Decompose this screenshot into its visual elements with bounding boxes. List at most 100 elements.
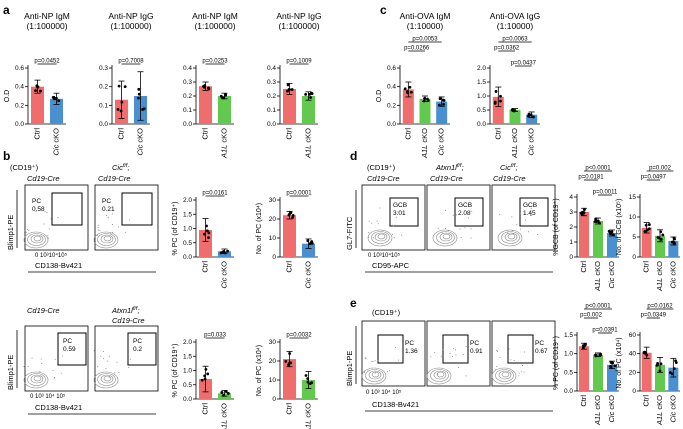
gate-box [442,334,469,364]
bar-ctrl [31,86,44,124]
event-dot [374,360,376,362]
flow-plot-e-3: PC 0.67 [491,320,556,387]
y-tick-label: 1.5 [183,353,192,360]
x-tick-label-gene: Ctrl [33,128,42,140]
p-value-label: p=0.0032 [286,333,312,339]
contour-ring [433,370,447,380]
event-dot [24,364,26,366]
event-dot [368,232,370,234]
chart-anti-np-igg-a1l: Anti-NP IgG(1:100000) 0.0 0.1 0.2 0.3 0.4 Ctrl… [267,11,322,159]
event-dot [364,371,366,373]
data-point [207,236,210,240]
x-tick-label: A1L cKO [420,128,429,159]
flow-header-b4: Atxn1lf/f; [111,306,140,315]
event-dot [375,372,377,374]
event-dot [518,372,520,374]
contour-ring [426,367,452,385]
x-tick-label-gene: Cic [527,144,536,155]
flow-xaxis-e: CD138-Bv421 [372,400,419,409]
y-tick-label: 0.4 [15,84,24,91]
y-tick-label: 0.0 [183,396,192,403]
flow-plot-e-1: PC 1.36 [361,320,426,387]
contour-ring [501,231,520,244]
y-tick-label: 2.0 [183,339,192,346]
data-point [643,229,647,233]
x-tick-label-gene: Ctrl [285,261,294,273]
x-tick-label-suffix: cKO [437,128,446,145]
x-tick-label-gene: Ctrl [403,128,412,140]
data-point [656,362,659,365]
data-point [647,227,651,231]
data-point [286,89,289,93]
event-dot [434,351,436,353]
y-tick-label: 0 [569,254,573,261]
contour-cluster [367,207,403,247]
x-tick-label: Ctrl [493,128,502,140]
x-tick-label-gene: Cic [136,144,145,155]
x-tick-label: Ctrl [285,128,294,140]
event-dot [529,214,531,216]
flow-plot-d-3: GCB 1.45 [491,184,556,251]
flow-header-d3-gene: Cic [500,163,511,172]
event-dot [444,209,446,211]
x-tick-label-gene: Ctrl [642,395,651,407]
event-dot [93,350,95,352]
contour-ring [371,371,380,378]
x-tick-label: A1L cKO [593,261,602,292]
event-dot [39,370,41,372]
contour-ring [100,374,114,384]
flow-header-b1: Cd19-Cre [27,174,60,183]
y-tick-label: 20 [629,369,637,376]
event-dot [60,372,62,374]
contour-ring [93,231,119,249]
data-point [594,353,597,357]
data-point [203,374,207,378]
p-value-label: p<0.0001 [585,304,611,310]
data-point [306,377,310,381]
gate-name: PC [405,340,414,347]
x-tick-label-gene: Cic [220,277,229,288]
data-point [406,91,410,95]
x-tick-label-gene: Ctrl [579,261,588,273]
data-point [673,241,676,245]
event-dot [445,228,447,230]
event-dot [388,370,390,372]
y-tick-label: 0.2 [99,84,108,91]
bar-cic-cko [668,241,679,257]
data-point [643,350,647,354]
event-dot [377,360,379,362]
gate-box [389,197,419,227]
y-tick-label: 10 [269,235,277,242]
data-point [499,99,502,103]
contour-ring [27,233,46,246]
data-point [206,372,210,376]
x-tick-label-gene: Cic [52,144,61,155]
x-tick-label-gene: A1L [593,412,602,426]
event-dot [449,352,451,354]
event-dot [105,214,107,216]
event-dot [519,213,521,215]
bar-cic-cko [50,98,63,124]
chart-subtitle: (1:100000) [26,21,67,31]
event-dot [513,360,515,362]
event-dot [97,227,99,229]
event-dot [401,234,403,236]
event-dot [520,370,522,372]
event-dot [40,358,42,360]
data-point [610,230,614,234]
contour-ring [23,371,49,389]
y-tick-label: 0 [632,388,636,395]
p-value-label: p<0.0001 [585,166,611,172]
chart-anti-np-igg-cic: Anti-NP IgG(1:100000) 0.0 0.1 0.2 0.3 Ctrl Cic… [99,11,154,156]
event-dot [527,231,529,233]
event-dot [524,219,526,221]
y-tick-label: 1.5 [477,79,486,86]
y-tick-label: 0.5 [183,240,192,247]
gate-value: 3.01 [393,210,406,217]
event-dot [386,371,388,373]
flow-plot-frame [94,184,159,251]
data-point [205,229,209,233]
event-dot [377,223,379,225]
event-dot [368,220,370,222]
